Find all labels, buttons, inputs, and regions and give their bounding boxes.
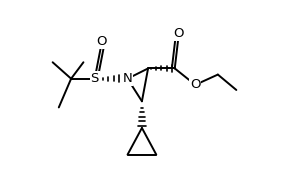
- Text: O: O: [174, 27, 184, 40]
- Text: O: O: [190, 78, 200, 91]
- Text: O: O: [97, 35, 107, 48]
- Text: S: S: [90, 72, 99, 85]
- Text: N: N: [123, 72, 133, 85]
